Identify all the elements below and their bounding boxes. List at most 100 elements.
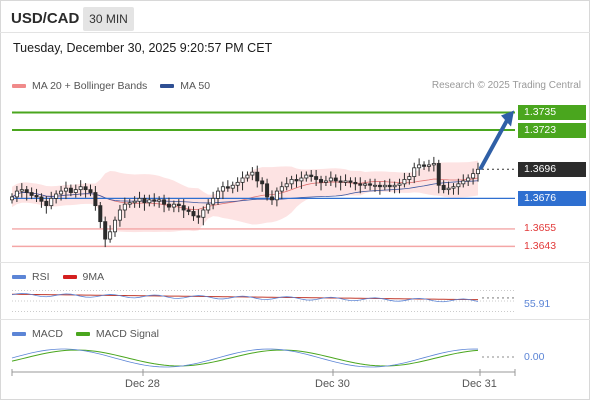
candle-up [323, 180, 328, 183]
support-label-1: 1.3655 [524, 222, 557, 235]
research-credit: Research © 2025 Trading Central [431, 80, 581, 91]
rsi-legend: RSI 9MA [12, 271, 117, 283]
candle-down [68, 187, 73, 193]
candle-up [451, 186, 456, 189]
candle-up [475, 168, 480, 175]
candle-up [446, 187, 451, 191]
rsi-line [11, 292, 479, 303]
candle-down [319, 179, 324, 183]
candle-down [181, 205, 186, 211]
candle-up [299, 177, 304, 182]
legend-rsi-label: RSI [32, 271, 50, 283]
legend-ma20-label: MA 20 + Bollinger Bands [32, 80, 148, 92]
legend-rsi-ma-label: 9MA [82, 271, 105, 283]
candle-up [289, 179, 294, 185]
candle-up [108, 231, 113, 240]
candle-down [93, 192, 98, 207]
candle-up [402, 179, 407, 185]
candle-up [363, 183, 368, 186]
candle-down [39, 196, 44, 202]
legend-ma50-label: MA 50 [180, 80, 211, 92]
timeframe-button[interactable]: 30 MIN [83, 7, 134, 31]
rsi-divider [0, 262, 590, 263]
forecast-arrowhead [501, 110, 514, 127]
candle-down [142, 197, 147, 204]
candle-up [284, 183, 289, 188]
candle-down [368, 183, 373, 186]
candle-up [73, 189, 78, 193]
candle-up [78, 186, 83, 191]
rsi-value-label: 55.91 [524, 298, 551, 310]
candle-up [54, 193, 59, 199]
candle-down [377, 184, 382, 188]
candle-up [397, 183, 402, 186]
candle-up [63, 187, 68, 192]
candle-down [186, 209, 191, 212]
support-label-2: 1.3643 [524, 239, 557, 252]
macd-divider [0, 319, 590, 320]
candle-up [417, 164, 422, 169]
symbol-title[interactable]: USD/CAD [11, 10, 80, 27]
candle-down [255, 171, 260, 182]
x-tick-label: Dec 30 [315, 378, 350, 390]
candle-down [162, 199, 167, 205]
candle-up [171, 203, 176, 208]
candle-up [201, 209, 206, 218]
candle-up [471, 173, 476, 179]
header-divider [0, 32, 590, 33]
candle-down [333, 177, 338, 182]
candle-up [117, 209, 122, 221]
x-tick-label: Dec 31 [462, 378, 497, 390]
candle-up [304, 174, 309, 179]
macd-swatch [12, 332, 26, 336]
macd-line [11, 348, 479, 368]
last-price-label: 1.3696 [518, 161, 586, 177]
price-legend: MA 20 + Bollinger Bands MA 50 [12, 80, 223, 92]
x-tick-label: Dec 28 [125, 378, 160, 390]
chart-datetime: Tuesday, December 30, 2025 9:20:57 PM CE… [13, 41, 273, 55]
macd-signal-swatch [75, 332, 90, 336]
candle-up [206, 203, 211, 211]
candle-up [245, 174, 250, 179]
candle-down [225, 186, 230, 189]
ma20-swatch [12, 84, 26, 88]
candle-up [220, 186, 225, 192]
candle-down [265, 183, 270, 198]
candle-up [122, 203, 127, 211]
candle-up [240, 177, 245, 183]
legend-ma50: MA 50 [160, 80, 210, 92]
macd-legend: MACD MACD Signal [12, 328, 172, 340]
candle-down [166, 203, 171, 208]
candle-up [412, 167, 417, 177]
legend-ma20: MA 20 + Bollinger Bands [12, 80, 147, 92]
candle-up [343, 180, 348, 183]
candle-down [353, 181, 358, 185]
candle-up [137, 197, 142, 202]
candle-up [113, 219, 118, 233]
candle-down [176, 203, 181, 207]
candle-down [83, 186, 88, 191]
candle-up [461, 180, 466, 185]
macd-value-label: 0.00 [524, 351, 545, 363]
legend-macd-signal-label: MACD Signal [95, 328, 159, 340]
candle-up [392, 184, 397, 188]
legend-macd: MACD [12, 328, 63, 340]
candle-up [431, 163, 436, 166]
candle-down [338, 180, 343, 183]
candle-up [279, 186, 284, 192]
candle-up [230, 184, 235, 189]
candle-down [358, 183, 363, 186]
candle-down [34, 195, 39, 198]
candle-down [309, 174, 314, 177]
candle-down [191, 211, 196, 217]
candle-down [88, 189, 93, 193]
candle-up [456, 183, 461, 188]
candle-up [211, 197, 216, 205]
candle-up [382, 184, 387, 188]
candle-down [260, 180, 265, 185]
candle-down [436, 163, 441, 186]
candle-down [348, 180, 353, 183]
candle-down [103, 221, 108, 240]
pivot-price-label: 1.3676 [518, 190, 586, 206]
